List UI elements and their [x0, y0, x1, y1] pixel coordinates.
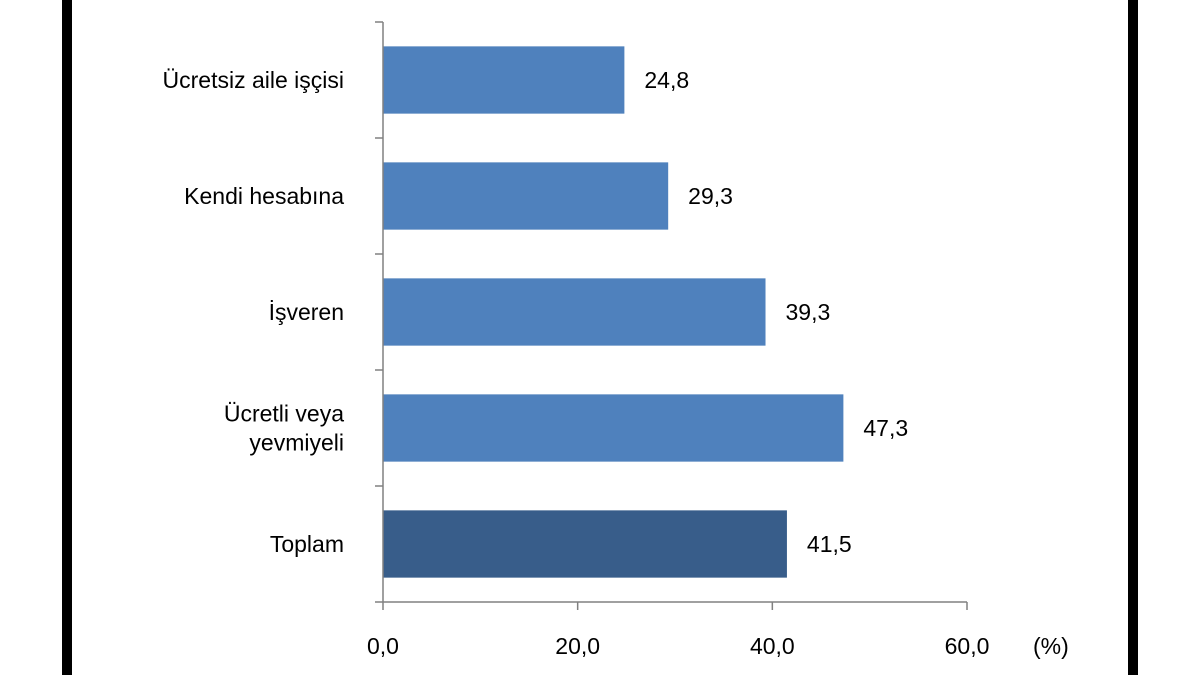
frame-border-right [1128, 0, 1138, 675]
bar-value-label: 47,3 [863, 415, 908, 441]
x-tick-label: 40,0 [750, 633, 795, 659]
x-tick-label: 0,0 [367, 633, 399, 659]
category-label: Toplam [270, 531, 344, 557]
bar-value-label: 41,5 [807, 531, 852, 557]
category-label: Ücretsiz aile işçisi [163, 67, 344, 93]
bar-value-label: 29,3 [688, 183, 733, 209]
bar [383, 46, 625, 114]
category-label: İşveren [269, 299, 344, 325]
category-labels: Ücretsiz aile işçisi Kendi hesabına İşvere… [163, 67, 345, 557]
axes-group [375, 21, 968, 610]
frame-border-left [62, 0, 72, 675]
value-labels: 24,8 29,3 39,3 47,3 41,5 [644, 67, 908, 557]
bar [383, 510, 787, 578]
category-label: Ücretli veya [224, 401, 344, 427]
bars-group [383, 46, 844, 578]
bar [383, 394, 844, 462]
x-tick-label: 20,0 [555, 633, 600, 659]
x-tick-labels: 0,0 20,0 40,0 60,0 [367, 633, 989, 659]
x-unit-label: (%) [1033, 633, 1069, 659]
category-label: yevmiyeli [249, 430, 344, 456]
category-label: Kendi hesabına [184, 183, 344, 209]
bar [383, 278, 766, 346]
bar-value-label: 24,8 [644, 67, 689, 93]
bar [383, 162, 669, 230]
bar-value-label: 39,3 [786, 299, 831, 325]
x-tick-label: 60,0 [945, 633, 990, 659]
